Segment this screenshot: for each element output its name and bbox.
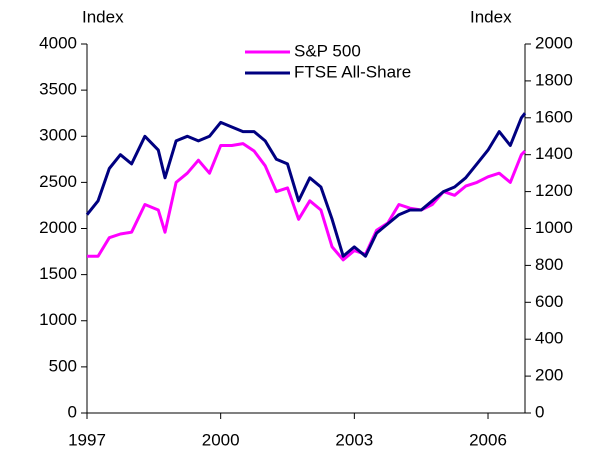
series-line [85,112,527,258]
y2-tick-label: 1000 [535,218,573,237]
y-axis-label: Index [82,7,124,26]
x-tick-label: 2003 [335,430,373,449]
y2-tick-label: 0 [535,402,544,421]
y-tick-label: 2500 [39,172,77,191]
y-tick-label: 3500 [39,80,77,99]
legend-label: FTSE All-Share [294,62,411,81]
x-tick-label: 2000 [202,430,240,449]
y2-axis-label: Index [470,7,512,26]
series-line [87,142,527,262]
y-tick-label: 1500 [39,264,77,283]
y2-tick-label: 1400 [535,144,573,163]
y2-tick-label: 600 [535,292,563,311]
y2-tick-label: 1200 [535,181,573,200]
y-tick-label: 500 [49,356,77,375]
y2-tick-label: 1600 [535,107,573,126]
y-tick-label: 2000 [39,218,77,237]
x-tick-label: 2006 [469,430,507,449]
y2-tick-label: 400 [535,329,563,348]
x-tick-label: 1997 [68,430,106,449]
y2-tick-label: 800 [535,255,563,274]
y-tick-label: 4000 [39,33,77,52]
y-tick-label: 1000 [39,310,77,329]
y2-tick-label: 1800 [535,70,573,89]
y2-tick-label: 200 [535,366,563,385]
y-tick-label: 0 [68,402,77,421]
legend-label: S&P 500 [294,41,361,60]
y2-tick-label: 2000 [535,33,573,52]
y-tick-label: 3000 [39,126,77,145]
